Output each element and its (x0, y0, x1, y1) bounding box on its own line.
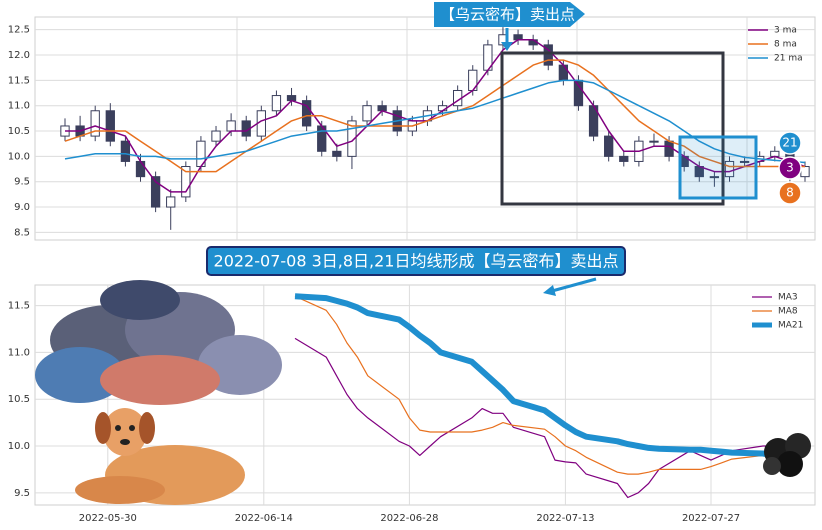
ma-line (294, 295, 774, 475)
callout-text: 【乌云密布】卖出点 (440, 6, 575, 24)
candle-body (120, 140, 131, 162)
dog-illustration (75, 408, 245, 505)
badge-label: 8 (786, 186, 794, 200)
highlight-box (678, 135, 758, 200)
candle-body (150, 176, 161, 208)
y-tick-label: 10.0 (8, 151, 30, 162)
candle-body (558, 64, 569, 81)
callout-box (434, 2, 585, 27)
candle-body (604, 135, 614, 157)
badge-label: 21 (782, 136, 797, 150)
arrow-head (501, 42, 513, 51)
candle-body (649, 140, 659, 143)
ma-line (65, 39, 806, 193)
candle-body (347, 120, 357, 157)
y-tick-label: 9.0 (14, 202, 30, 213)
candle-body (166, 196, 176, 208)
candle-body (513, 34, 523, 41)
y-tick-label: 11.0 (8, 101, 30, 112)
badge-label: 3 (786, 161, 794, 175)
ma-line (64, 59, 805, 173)
y-tick-label: 8.5 (14, 227, 30, 238)
y-tick-label: 10.5 (8, 126, 30, 137)
top-panel: 8.5 9.0 9.5 10.0 10.5 11.0 11.5 12.0 12.5 3 ma 8 m… (8, 16, 816, 241)
candle-body (724, 160, 735, 178)
arrow-head (543, 285, 556, 296)
y-tick-label: 12.0 (8, 50, 30, 61)
ma-line (294, 337, 774, 499)
y-tick-label: 9.5 (14, 177, 30, 188)
candle-body (301, 100, 312, 127)
x-tick-label: 2022-06-14 (235, 513, 293, 524)
arrow (551, 277, 597, 293)
y-tick-label: 12.5 (8, 25, 30, 36)
x-tick-label: 2022-06-28 (380, 513, 438, 524)
x-tick-label: 2022-05-30 (79, 513, 137, 524)
plot-frame (34, 16, 816, 241)
candle-body (181, 166, 191, 198)
legend-label: 8 ma (774, 40, 797, 50)
x-tick-label: 2022-07-13 (536, 513, 594, 524)
candle-body (362, 105, 372, 122)
banner (206, 246, 626, 276)
candle-body (226, 120, 236, 132)
candle-body (800, 166, 810, 178)
y-tick-label: 11.0 (8, 347, 30, 358)
legend-label: 21 ma (774, 54, 803, 64)
cloud-illustration (35, 280, 282, 405)
candle-body (271, 95, 282, 112)
candle-body (105, 110, 115, 142)
badge (778, 181, 802, 205)
y-tick-label: 11.5 (8, 75, 30, 86)
legend-label: MA3 (778, 293, 798, 303)
candle-body (709, 176, 720, 179)
ma-line (64, 79, 806, 164)
legend-label: MA8 (778, 307, 798, 317)
banner-text: 2022-07-08 3日,8日,21日均线形成【乌云密布】卖出点 (214, 252, 619, 271)
y-tick-label: 9.5 (14, 488, 30, 499)
highlight-box (500, 51, 725, 206)
plot-frame (34, 284, 816, 506)
candle-body (332, 150, 342, 157)
badge (778, 131, 802, 155)
legend-label: MA21 (778, 321, 803, 331)
legend-label: 3 ma (774, 26, 797, 36)
annotations: 【乌云密布】卖出点 2022-07-08 3日,8日,21日均线形成【乌云密布】… (35, 2, 811, 505)
x-tick-label: 2022-07-27 (682, 513, 740, 524)
badge (778, 156, 802, 180)
y-tick-label: 10.0 (8, 441, 30, 452)
candle-body (90, 110, 100, 137)
candle-body (135, 160, 146, 178)
candle-body (739, 160, 750, 163)
y-tick-label: 10.5 (8, 394, 30, 405)
candle-body (770, 150, 780, 157)
y-tick-label: 11.5 (8, 301, 30, 312)
candle-body (211, 130, 221, 142)
ma-line (294, 293, 774, 459)
dark-cloud-illustration (763, 433, 811, 477)
candle-body (377, 105, 387, 112)
candle-body (619, 155, 629, 162)
